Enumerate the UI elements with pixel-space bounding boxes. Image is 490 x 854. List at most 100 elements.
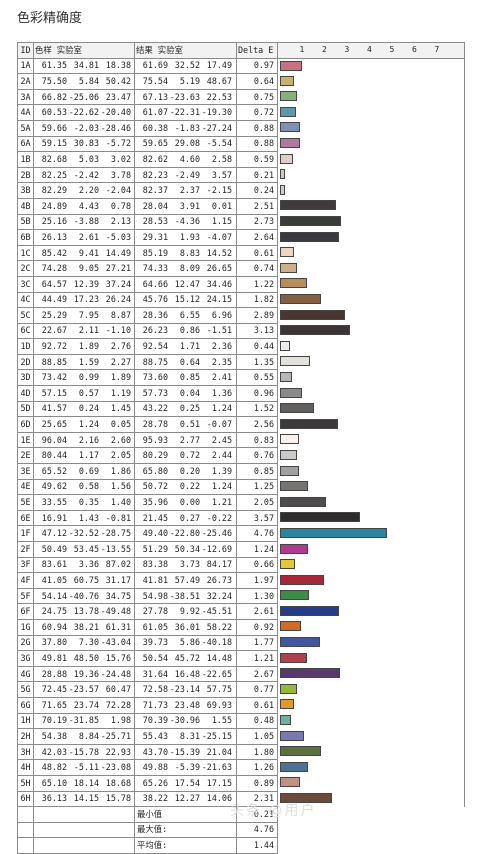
target-lab: 65.52 0.69 1.86 xyxy=(33,463,135,480)
target-lab: 16.91 1.43 -0.81 xyxy=(33,509,135,527)
lab-value: 5.84 xyxy=(78,75,99,86)
target-lab: 65.10 18.14 18.68 xyxy=(33,774,135,792)
delta-e-bar xyxy=(280,75,295,86)
delta-e-bar xyxy=(280,637,320,648)
bar-cell xyxy=(277,229,465,246)
patch-id: 6A xyxy=(17,135,34,153)
delta-e-bar xyxy=(280,699,294,710)
delta-e-bar xyxy=(280,730,304,741)
lab-value: 50.42 xyxy=(105,75,131,86)
bar-cell xyxy=(277,447,465,464)
lab-value: 0.78 xyxy=(110,200,131,211)
lab-value: 9.92 xyxy=(179,606,200,617)
lab-value: 41.81 xyxy=(142,574,168,585)
lab-value: 1.89 xyxy=(78,341,99,352)
lab-value: -27.24 xyxy=(201,122,232,133)
table-row: 5G 72.45 -23.57 60.47 72.58 -23.14 57.75 0.77 xyxy=(17,681,465,698)
lab-value: -21.63 xyxy=(201,762,232,773)
lab-value: 0.25 xyxy=(179,403,200,414)
lab-value: 1.89 xyxy=(110,372,131,383)
lab-value: 1.55 xyxy=(211,715,232,726)
header-row: ID 色样 实验室 结果 实验室 Delta E 1 2 3 4 5 6 7 xyxy=(17,42,465,59)
lab-value: 49.81 xyxy=(41,652,67,663)
lab-value: -43.04 xyxy=(100,637,131,648)
delta-e-value: 0.64 xyxy=(236,73,278,90)
lab-value: 24.75 xyxy=(41,606,67,617)
delta-e-value: 0.97 xyxy=(236,57,278,75)
lab-value: -32.52 xyxy=(68,528,99,539)
result-lab: 49.40 -22.80 -25.46 xyxy=(134,525,237,542)
target-lab: 82.29 2.20 -2.04 xyxy=(33,182,135,199)
lab-value: 82.62 xyxy=(142,153,168,164)
target-lab: 42.03 -15.78 22.93 xyxy=(33,743,135,761)
table-row: 5A 59.66 -2.03 -28.46 60.38 -1.83 -27.24 0.88 xyxy=(17,119,465,137)
lab-value: 1.21 xyxy=(211,497,232,508)
patch-id: 5H xyxy=(17,774,34,792)
lab-value: 96.04 xyxy=(41,434,67,445)
lab-value: 22.53 xyxy=(206,91,232,102)
result-lab: 51.29 50.34 -12.69 xyxy=(134,541,237,558)
bar-cell xyxy=(277,681,465,698)
delta-e-value: 1.26 xyxy=(236,759,278,776)
lab-value: 54.38 xyxy=(41,730,67,741)
summary-row: 平均值: 1.44 xyxy=(17,837,465,854)
lab-value: 43.22 xyxy=(142,403,168,414)
lab-value: 23.74 xyxy=(73,699,99,710)
lab-value: 2.76 xyxy=(110,341,131,352)
lab-value: 0.99 xyxy=(78,372,99,383)
lab-value: -30.96 xyxy=(169,715,200,726)
lab-value: 60.94 xyxy=(41,621,67,632)
bar-cell xyxy=(277,385,465,402)
bar-cell xyxy=(277,557,465,573)
lab-value: -25.71 xyxy=(100,730,131,741)
table-row: 1B 82.68 5.03 3.02 82.62 4.60 2.58 0.59 xyxy=(17,151,465,168)
lab-value: 0.85 xyxy=(179,372,200,383)
lab-value: 2.27 xyxy=(110,356,131,367)
lab-value: -45.51 xyxy=(201,606,232,617)
bar-cell xyxy=(277,713,465,729)
table-row: 5C 25.29 7.95 8.87 28.36 6.55 6.96 2.89 xyxy=(17,307,465,324)
bar-cell xyxy=(277,120,465,137)
lab-value: -23.08 xyxy=(100,762,131,773)
lab-value: 41.05 xyxy=(41,574,67,585)
lab-value: 4.60 xyxy=(179,153,200,164)
delta-e-bar xyxy=(280,231,340,242)
lab-value: 1.93 xyxy=(179,231,200,242)
patch-id: 6G xyxy=(17,696,34,714)
lab-value: 1.45 xyxy=(110,403,131,414)
target-lab: 41.57 0.24 1.45 xyxy=(33,400,135,418)
lab-value: 1.24 xyxy=(211,481,232,492)
lab-value: 48.82 xyxy=(41,762,67,773)
result-lab: 28.53 -4.36 1.15 xyxy=(134,213,237,231)
delta-e-bar xyxy=(280,169,285,180)
lab-value: 60.75 xyxy=(73,574,99,585)
delta-e-value: 2.89 xyxy=(236,307,278,324)
result-lab: 70.39 -30.96 1.55 xyxy=(134,712,237,730)
result-lab: 82.23 -2.49 3.57 xyxy=(134,166,237,184)
patch-id: 2D xyxy=(17,353,34,371)
lab-value: 64.57 xyxy=(41,278,67,289)
target-lab: 59.15 30.83 -5.72 xyxy=(33,135,135,153)
result-lab: 59.65 29.08 -5.54 xyxy=(134,135,237,153)
lab-value: -4.07 xyxy=(206,231,232,242)
delta-e-value: 0.24 xyxy=(236,182,278,199)
lab-value: 18.14 xyxy=(73,777,99,788)
lab-value: 4.43 xyxy=(78,200,99,211)
delta-e-bar xyxy=(280,371,293,382)
lab-value: 95.93 xyxy=(142,434,168,445)
lab-value: 50.72 xyxy=(142,481,168,492)
bar-cell xyxy=(277,338,465,355)
lab-value: 87.02 xyxy=(105,559,131,570)
lab-value: 65.80 xyxy=(142,465,168,476)
delta-e-bar xyxy=(280,247,294,258)
lab-value: 1.71 xyxy=(179,341,200,352)
patch-id: 5F xyxy=(17,587,34,605)
chart-axis: 1 2 3 4 5 6 7 xyxy=(277,42,465,59)
lab-value: 73.60 xyxy=(142,372,168,383)
target-lab: 25.16 -3.88 2.13 xyxy=(33,213,135,231)
lab-value: 5.03 xyxy=(78,153,99,164)
bar-cell xyxy=(277,494,465,511)
bar-cell xyxy=(277,276,465,292)
patch-id: 4A xyxy=(17,104,34,121)
bar-cell xyxy=(277,728,465,745)
